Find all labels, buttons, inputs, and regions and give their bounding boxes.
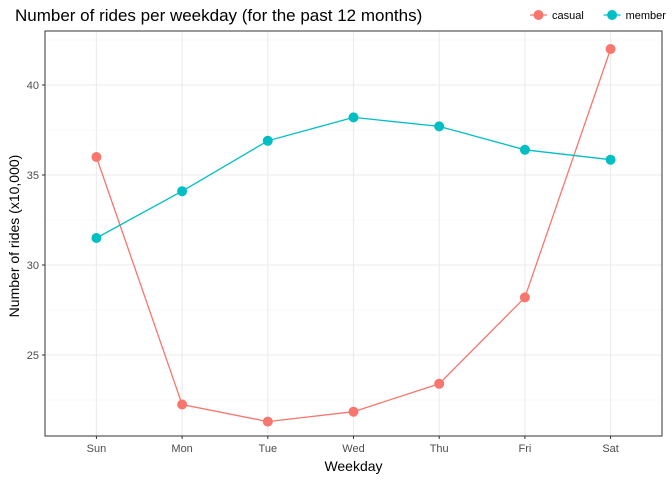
data-point-member-mon xyxy=(177,186,188,197)
data-point-casual-mon xyxy=(177,399,188,410)
data-point-member-tue xyxy=(262,135,273,146)
x-tick-label: Thu xyxy=(430,443,449,455)
y-tick-label: 35 xyxy=(27,170,39,182)
legend: casual member xyxy=(530,10,666,22)
legend-key-point-member xyxy=(607,10,618,20)
data-point-member-wed xyxy=(348,112,359,123)
x-tick-label: Mon xyxy=(171,443,192,455)
data-point-member-sat xyxy=(605,154,616,165)
data-point-casual-tue xyxy=(262,416,273,427)
data-point-casual-sat xyxy=(605,44,616,54)
legend-key-point-casual xyxy=(533,10,544,20)
y-tick-label: 40 xyxy=(27,80,39,92)
plot-panel: 25 30 35 40 Sun Mon Tue Wed Thu Fri Sat xyxy=(27,30,663,455)
data-point-casual-thu xyxy=(434,378,445,389)
x-tick-label: Wed xyxy=(342,443,364,455)
data-point-casual-sun xyxy=(91,152,102,162)
data-point-member-sun xyxy=(91,233,102,243)
legend-label-casual: casual xyxy=(552,10,584,22)
y-tick-label: 30 xyxy=(27,260,39,272)
x-tick-label: Sat xyxy=(602,443,619,455)
data-point-casual-wed xyxy=(348,406,359,417)
y-axis-title: Number of rides (x10,000) xyxy=(6,155,22,318)
x-axis-title: Weekday xyxy=(324,458,382,474)
data-point-member-thu xyxy=(434,121,445,132)
legend-label-member: member xyxy=(626,10,667,22)
x-tick-label: Tue xyxy=(259,443,278,455)
y-tick-label: 25 xyxy=(27,350,39,362)
chart-title: Number of rides per weekday (for the pas… xyxy=(15,6,422,25)
data-point-member-fri xyxy=(519,144,530,155)
x-tick-label: Fri xyxy=(518,443,531,455)
data-point-casual-fri xyxy=(519,292,530,303)
x-tick-label: Sun xyxy=(87,443,107,455)
